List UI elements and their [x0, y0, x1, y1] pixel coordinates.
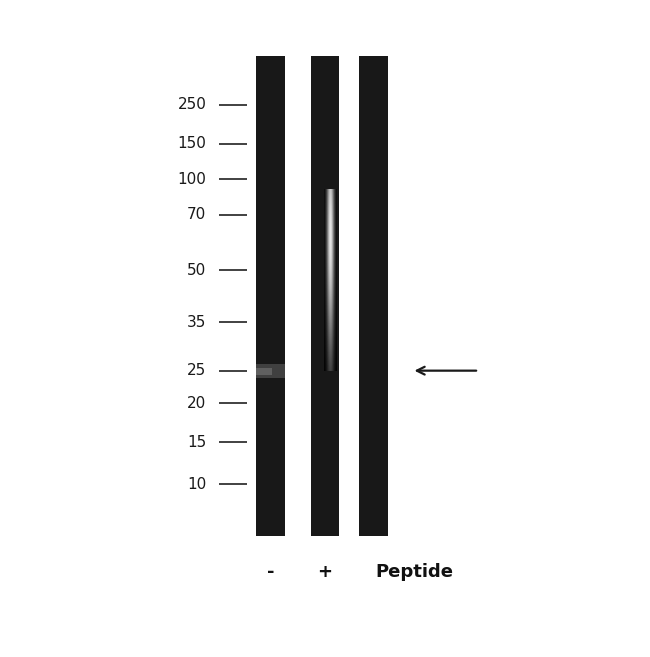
Text: Peptide: Peptide [376, 563, 454, 581]
Text: 20: 20 [187, 396, 206, 411]
Text: -: - [266, 563, 274, 581]
Text: 35: 35 [187, 315, 206, 330]
Text: 250: 250 [177, 97, 206, 112]
Text: 70: 70 [187, 208, 206, 223]
Text: 10: 10 [187, 477, 206, 491]
Text: 150: 150 [177, 136, 206, 151]
Text: 100: 100 [177, 172, 206, 187]
Bar [256, 363, 285, 378]
Text: 15: 15 [187, 434, 206, 449]
Bar [256, 56, 285, 536]
Bar [311, 56, 339, 536]
Text: 50: 50 [187, 263, 206, 278]
Text: 25: 25 [187, 363, 206, 378]
Text: +: + [317, 563, 333, 581]
Bar [359, 56, 387, 536]
Bar [256, 367, 272, 375]
